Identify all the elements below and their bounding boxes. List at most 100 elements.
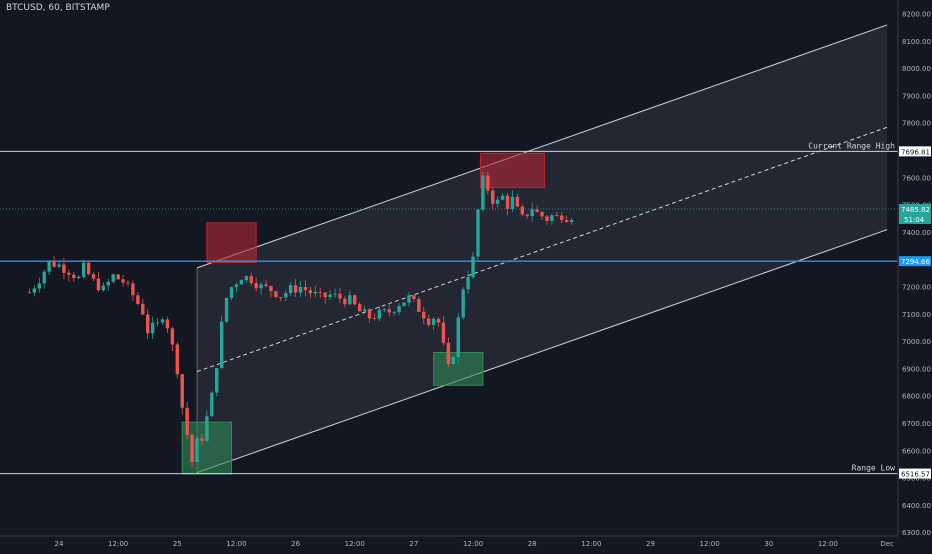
candle-body-84 [441,322,446,343]
candle-body-17 [111,274,115,282]
candle-body-10 [77,276,81,279]
price-axis-bg [898,0,932,550]
candle-body-66 [353,295,357,305]
candle-body-27 [160,319,165,323]
x-tick-label-11: 12:00 [700,540,720,548]
channel-fill [197,24,888,473]
candle-body-25 [150,322,155,334]
candle-body-19 [121,279,125,283]
candle-body-108 [560,215,564,221]
candle-body-95 [495,199,500,204]
tags-group: 7696.81 6516.57 7294.66 7485.82 51:04 [899,146,931,479]
level-label-2: Range Low [852,464,896,473]
y-tick-label-11: 7400.00 [902,229,931,237]
candle-body-3 [42,271,46,284]
y-tick-label-15: 7800.00 [902,120,931,128]
y-tick-label-3: 6600.00 [902,447,931,455]
candle-body-107 [555,215,559,217]
x-tick-label-9: 12:00 [581,540,601,548]
candle-body-11 [81,262,86,277]
x-tick-label-1: 12:00 [108,540,128,548]
y-tick-label-9: 7200.00 [902,284,931,292]
candle-body-13 [91,274,96,279]
candle-body-91 [476,209,480,257]
candle-body-26 [155,322,160,324]
levels-group: Current Range High Range Low [0,141,898,475]
candle-body-39 [219,321,224,369]
y-tick-label-2: 6500.00 [902,475,931,483]
candle-body-109 [564,220,569,222]
x-tick-label-5: 12:00 [345,540,365,548]
candle-body-12 [86,262,91,275]
candle-body-37 [210,392,214,417]
candle-body-68 [362,309,367,312]
candle-body-51 [279,297,283,298]
candle-body-43 [239,280,244,285]
candle-body-18 [116,274,120,280]
candle-body-0 [27,292,32,294]
channel-upper-line [196,24,888,269]
x-tick-label-10: 29 [646,540,655,548]
candle-body-62 [333,293,337,295]
y-tick-label-5: 6800.00 [902,393,931,401]
y-tick-label-17: 8000.00 [902,65,931,73]
candle-body-9 [72,274,76,279]
x-tick-label-8: 28 [528,540,537,548]
candle-body-4 [47,260,51,272]
candle-body-45 [249,276,253,284]
x-tick-label-14: Dec [880,540,894,548]
candle-body-89 [466,277,470,290]
y-tick-label-16: 7900.00 [902,92,931,100]
candle-body-53 [288,285,293,294]
candle-body-85 [446,342,451,365]
candle-body-101 [525,214,529,217]
level-tag-2: 6516.57 [901,471,930,479]
candle-body-6 [57,264,61,267]
candle-body-97 [505,195,510,210]
level-tag-3: 7294.66 [901,258,930,266]
candle-body-38 [215,368,219,393]
candle-body-79 [417,299,421,312]
x-tick-label-13: 12:00 [818,540,838,548]
candle-body-20 [126,282,130,284]
candle-body-33 [190,434,194,463]
last-price-tag: 7485.82 [901,206,930,214]
candle-body-106 [550,215,554,221]
candle-body-98 [510,196,515,210]
candle-body-29 [170,328,175,345]
candle-body-82 [431,318,436,325]
candle-body-23 [141,303,145,315]
x-tick-label-12: 30 [764,540,773,548]
candle-body-63 [338,293,342,299]
candle-body-105 [545,216,549,221]
candle-body-14 [96,278,101,291]
x-tick-label-2: 25 [173,540,182,548]
level-tag-2-bg [899,468,931,479]
x-tick-label-3: 12:00 [226,540,246,548]
candle-body-96 [500,195,505,200]
candle-body-61 [328,294,332,298]
supply-zone-1 [206,222,257,263]
candle-body-102 [530,209,534,217]
candle-body-100 [520,206,525,215]
level-tag-1: 7696.81 [901,148,930,156]
candle-body-44 [244,276,249,281]
candle-body-8 [67,272,71,275]
candle-body-47 [259,284,263,289]
candle-body-110 [569,219,574,222]
candle-body-1 [32,288,37,293]
candle-body-64 [343,298,347,305]
y-tick-label-1: 6400.00 [902,502,931,510]
candle-body-28 [165,319,170,329]
y-tick-label-7: 7000.00 [902,338,931,346]
candle-body-81 [426,318,431,325]
candle-body-30 [175,344,179,375]
candle-body-75 [397,306,401,313]
bar-timer: 51:04 [904,216,925,224]
candle-body-94 [491,190,495,204]
candle-body-7 [62,264,66,273]
candle-body-5 [52,260,56,267]
